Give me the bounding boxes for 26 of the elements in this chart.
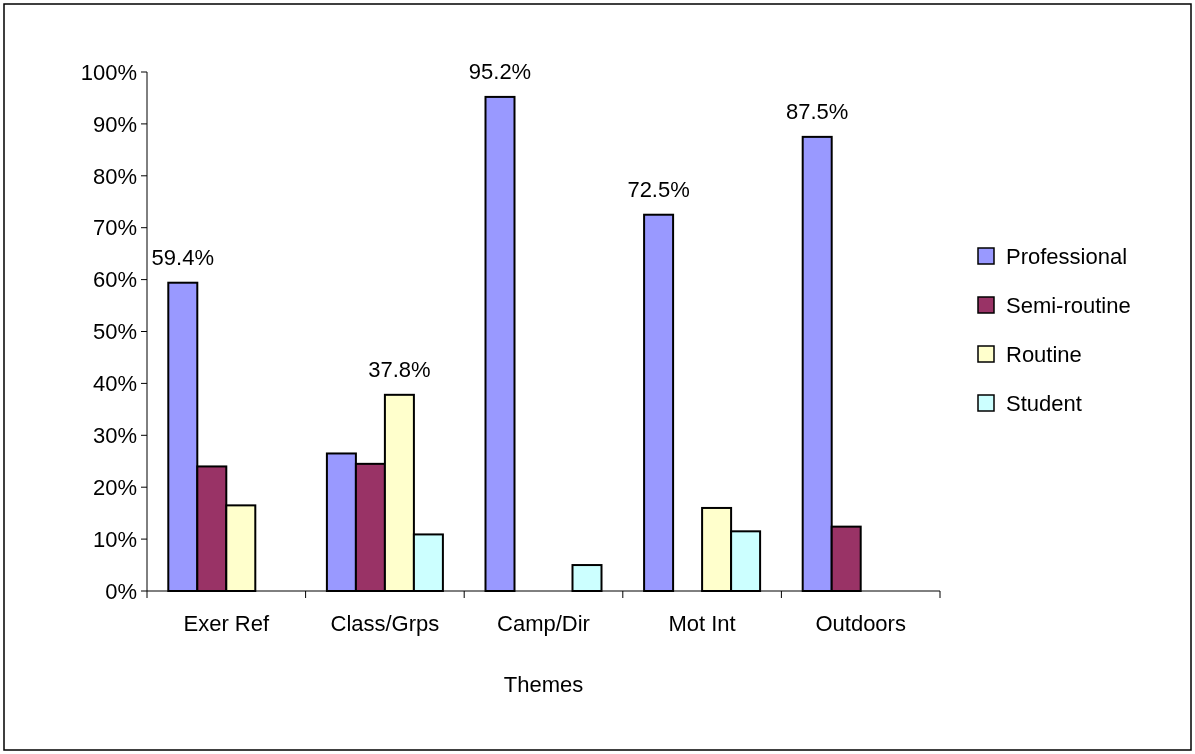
- legend-label: Semi-routine: [1006, 292, 1131, 318]
- x-tick-label: Camp/Dir: [497, 611, 590, 636]
- y-tick-label: 10%: [92, 526, 137, 552]
- x-axis-title: Themes: [503, 672, 584, 697]
- y-tick-label: 70%: [92, 215, 137, 241]
- legend-label: Professional: [1006, 243, 1128, 269]
- data-label: 37.8%: [368, 356, 431, 382]
- x-tick-label: Outdoors: [815, 611, 906, 636]
- legend-label: Student: [1006, 390, 1082, 416]
- x-tick-label: Mot Int: [668, 611, 736, 636]
- data-label: 72.5%: [627, 176, 690, 202]
- y-tick-label: 100%: [80, 59, 137, 85]
- data-label: 59.4%: [151, 244, 214, 270]
- y-tick-label: 80%: [92, 163, 137, 189]
- y-tick-label: 30%: [92, 423, 137, 448]
- x-tick-label: Exer Ref: [183, 611, 270, 636]
- y-tick-label: 60%: [92, 267, 137, 293]
- legend-label: Routine: [1006, 341, 1082, 367]
- y-tick-label: 0%: [105, 578, 137, 604]
- x-tick-label: Class/Grps: [330, 611, 440, 636]
- y-tick-label: 50%: [92, 319, 137, 345]
- y-tick-label: 20%: [92, 474, 137, 500]
- data-label: 95.2%: [468, 58, 532, 84]
- data-label: 87.5%: [786, 98, 849, 124]
- y-tick-label: 90%: [92, 111, 137, 137]
- y-tick-label: 40%: [92, 371, 137, 397]
